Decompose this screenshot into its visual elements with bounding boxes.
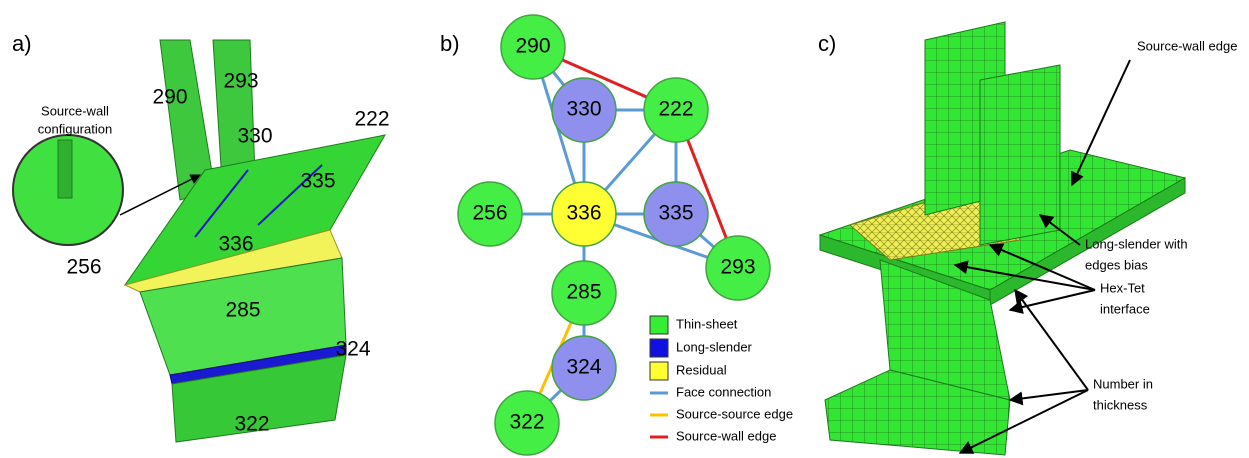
node [500, 14, 566, 80]
node-label: 293 [720, 256, 755, 279]
panel-label: b) [440, 31, 460, 56]
annotation: Hex-Tet [1100, 280, 1145, 295]
node [551, 260, 617, 326]
legend: Thin-sheet Long-slender Residual Face co… [649, 315, 793, 443]
face-label: 335 [300, 170, 335, 193]
annotation: Long-slender with [1085, 236, 1188, 251]
annotation: edges bias [1085, 257, 1148, 272]
callout: Source-wall [41, 103, 109, 118]
panel-label: c) [818, 31, 836, 56]
node [551, 181, 617, 247]
node [457, 181, 523, 247]
legend-label: Face connection [676, 384, 771, 399]
arrows [953, 59, 1131, 454]
annotation: Number in [1093, 376, 1153, 391]
face-label: 336 [218, 233, 253, 256]
face-label: 256 [66, 256, 101, 279]
annotation: interface [1100, 301, 1150, 316]
panel-label: a) [12, 31, 32, 56]
legend-label: Thin-sheet [676, 316, 738, 331]
node-label: 222 [658, 98, 693, 121]
callout: configuration [38, 121, 112, 136]
node-label: 256 [472, 202, 507, 225]
face-label: 290 [152, 86, 187, 109]
node-label: 330 [566, 98, 601, 121]
nodes: 290 330 222 256 336 335 293 285 324 322 [457, 14, 771, 456]
panel-c: c) Source-wall edge Long-slender with ed… [818, 21, 1237, 456]
legend-label: Residual [676, 362, 727, 377]
node [643, 77, 709, 143]
node-label: 285 [566, 281, 601, 304]
node [494, 390, 560, 456]
face-label: 322 [234, 413, 269, 436]
face-label: 222 [354, 108, 389, 131]
legend-label: Source-wall edge [676, 428, 776, 443]
node [551, 77, 617, 143]
face-label: 285 [225, 299, 260, 322]
panel-b: b) 290 330 222 256 336 335 293 285 324 322 Thin-s… [440, 14, 793, 456]
face-label: 324 [335, 338, 370, 361]
face-label: 330 [237, 125, 272, 148]
node-label: 335 [658, 202, 693, 225]
legend-label: Long-slender [676, 339, 753, 354]
node [643, 181, 709, 247]
node-label: 322 [509, 411, 544, 434]
node-label: 336 [566, 202, 601, 225]
node-label: 324 [566, 356, 601, 379]
annotation: Source-wall edge [1137, 38, 1237, 53]
annotation: thickness [1093, 397, 1148, 412]
node [705, 235, 771, 301]
node-label: 290 [515, 35, 550, 58]
legend-label: Source-source edge [676, 406, 793, 421]
panel-a: a) Source-wall configuration 290 293 222… [12, 31, 390, 443]
face-label: 293 [223, 70, 258, 93]
node [551, 335, 617, 401]
